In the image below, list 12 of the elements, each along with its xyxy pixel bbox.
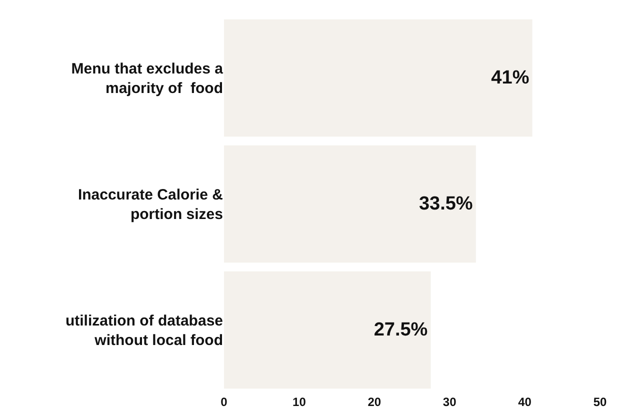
x-tick-label: 30 [442, 395, 457, 409]
data-label: 27.5% [374, 320, 428, 340]
data-label: 41% [491, 68, 530, 88]
x-tick-label: 40 [518, 395, 532, 409]
x-tick-label: 50 [593, 395, 607, 409]
y-tick-label: Menu that excludes a majority of food [71, 60, 224, 97]
y-tick-label: utilization of database without local food [65, 312, 223, 349]
x-tick-label: 0 [220, 395, 228, 409]
y-tick-label: Inaccurate Calorie & portion sizes [78, 186, 224, 223]
x-tick-label: 10 [292, 395, 306, 409]
x-tick-label: 20 [368, 395, 382, 409]
data-label: 33.5% [418, 194, 473, 214]
